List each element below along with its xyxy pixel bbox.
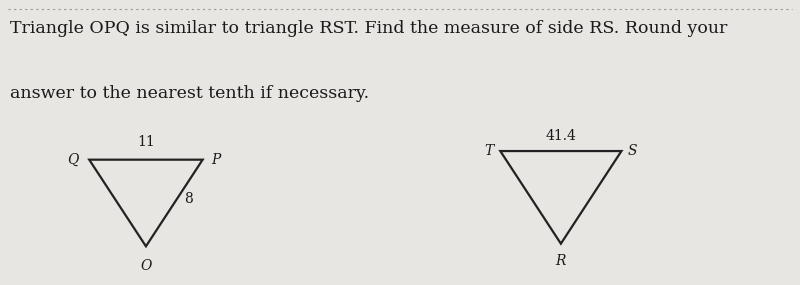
Text: 11: 11 [137,135,155,149]
Text: 41.4: 41.4 [546,129,576,142]
Text: 8: 8 [185,192,194,206]
Text: Q: Q [67,153,79,167]
Text: S: S [627,144,637,158]
Text: O: O [140,259,152,273]
Text: R: R [556,254,566,268]
Text: T: T [484,144,493,158]
Text: answer to the nearest tenth if necessary.: answer to the nearest tenth if necessary… [10,86,370,103]
Text: P: P [211,153,220,167]
Text: Triangle OPQ is similar to triangle RST. Find the measure of side RS. Round your: Triangle OPQ is similar to triangle RST.… [10,20,728,37]
